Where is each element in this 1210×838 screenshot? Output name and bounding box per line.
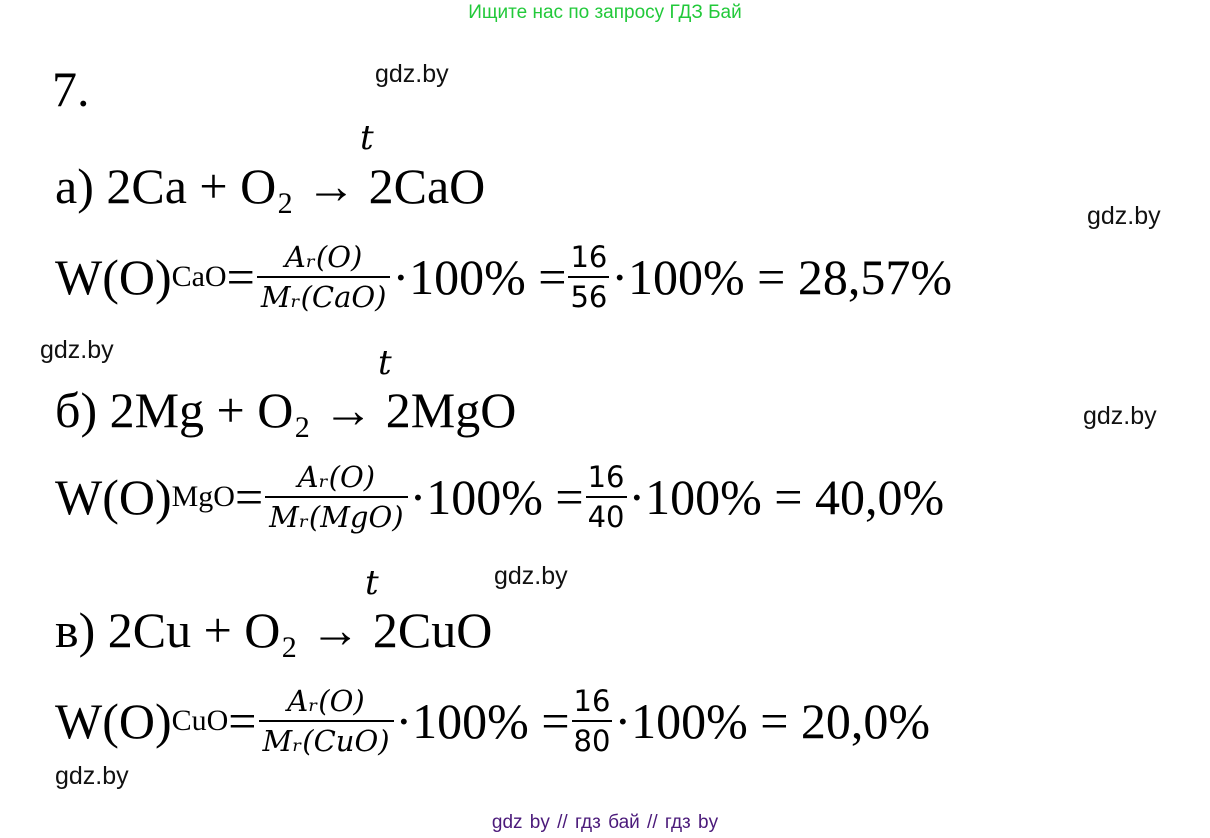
denominator: 40 (587, 500, 625, 534)
watermark: gdz.by (40, 336, 114, 364)
reaction-equation: б) 2Mg + O₂ → 2MgO (55, 382, 517, 438)
denominator: 80 (573, 724, 611, 758)
reaction-condition: t (360, 118, 374, 158)
fraction: Aᵣ(O) Mᵣ(CaO) (256, 238, 391, 316)
result: ·100% = 20,0% (614, 693, 931, 749)
watermark: gdz.by (1087, 202, 1161, 230)
multiplier: ·100% = (409, 469, 584, 525)
equals: = (226, 249, 255, 305)
w-subscript: CuO (171, 704, 229, 737)
footer-watermark: gdz by // гдз бай // гдз by (491, 812, 719, 833)
denominator: Mᵣ(CuO) (262, 724, 390, 758)
w-label: W(O) (55, 469, 172, 525)
result: ·100% = 28,57% (611, 249, 953, 305)
watermark: gdz.by (1083, 402, 1157, 430)
equals: = (234, 469, 264, 525)
fraction-bar (571, 720, 613, 722)
fraction-bar (256, 276, 391, 278)
fraction: 16 80 (571, 682, 613, 760)
denominator: Mᵣ(CaO) (260, 280, 387, 314)
fraction-bar (258, 720, 394, 722)
reaction-condition: t (365, 563, 379, 603)
mass-fraction-formula: W(O) CaO = Aᵣ(O) Mᵣ(CaO) ·100% = 16 56 ·100… (55, 238, 952, 316)
mass-fraction-formula: W(O) CuO = Aᵣ(O) Mᵣ(CuO) ·100% = 16 80 ·100… (55, 682, 930, 760)
denominator: 56 (570, 280, 608, 314)
watermark: gdz.by (375, 60, 449, 88)
w-label: W(O) (55, 249, 172, 305)
result: ·100% = 40,0% (628, 469, 945, 525)
w-subscript: CaO (171, 260, 227, 293)
numerator: Aᵣ(O) (284, 240, 363, 274)
fraction: 16 56 (568, 238, 610, 316)
numerator: 16 (587, 460, 625, 494)
w-label: W(O) (55, 693, 172, 749)
fraction: Aᵣ(O) Mᵣ(MgO) (265, 458, 408, 536)
reaction-equation: а) 2Ca + O₂ → 2CaO (55, 158, 486, 214)
numerator: 16 (570, 240, 608, 274)
task-number: 7. (52, 61, 90, 117)
mass-fraction-formula: W(O) MgO = Aᵣ(O) Mᵣ(MgO) ·100% = 16 40 ·100… (55, 458, 944, 536)
fraction-bar (568, 276, 610, 278)
watermark: gdz.by (55, 762, 129, 790)
numerator: Aᵣ(O) (287, 684, 365, 718)
equals: = (228, 693, 257, 749)
search-banner: Ищите нас по запросу ГДЗ Бай (468, 2, 742, 23)
fraction-bar (585, 496, 627, 498)
denominator: Mᵣ(MgO) (269, 500, 404, 534)
fraction-bar (265, 496, 408, 498)
numerator: 16 (573, 684, 611, 718)
numerator: Aᵣ(O) (297, 460, 376, 494)
multiplier: ·100% = (392, 249, 567, 305)
reaction-equation: в) 2Cu + O₂ → 2CuO (55, 602, 493, 658)
w-subscript: MgO (171, 480, 235, 513)
fraction: Aᵣ(O) Mᵣ(CuO) (258, 682, 394, 760)
multiplier: ·100% = (395, 693, 570, 749)
reaction-condition: t (378, 343, 392, 383)
fraction: 16 40 (585, 458, 627, 536)
watermark: gdz.by (494, 562, 568, 590)
